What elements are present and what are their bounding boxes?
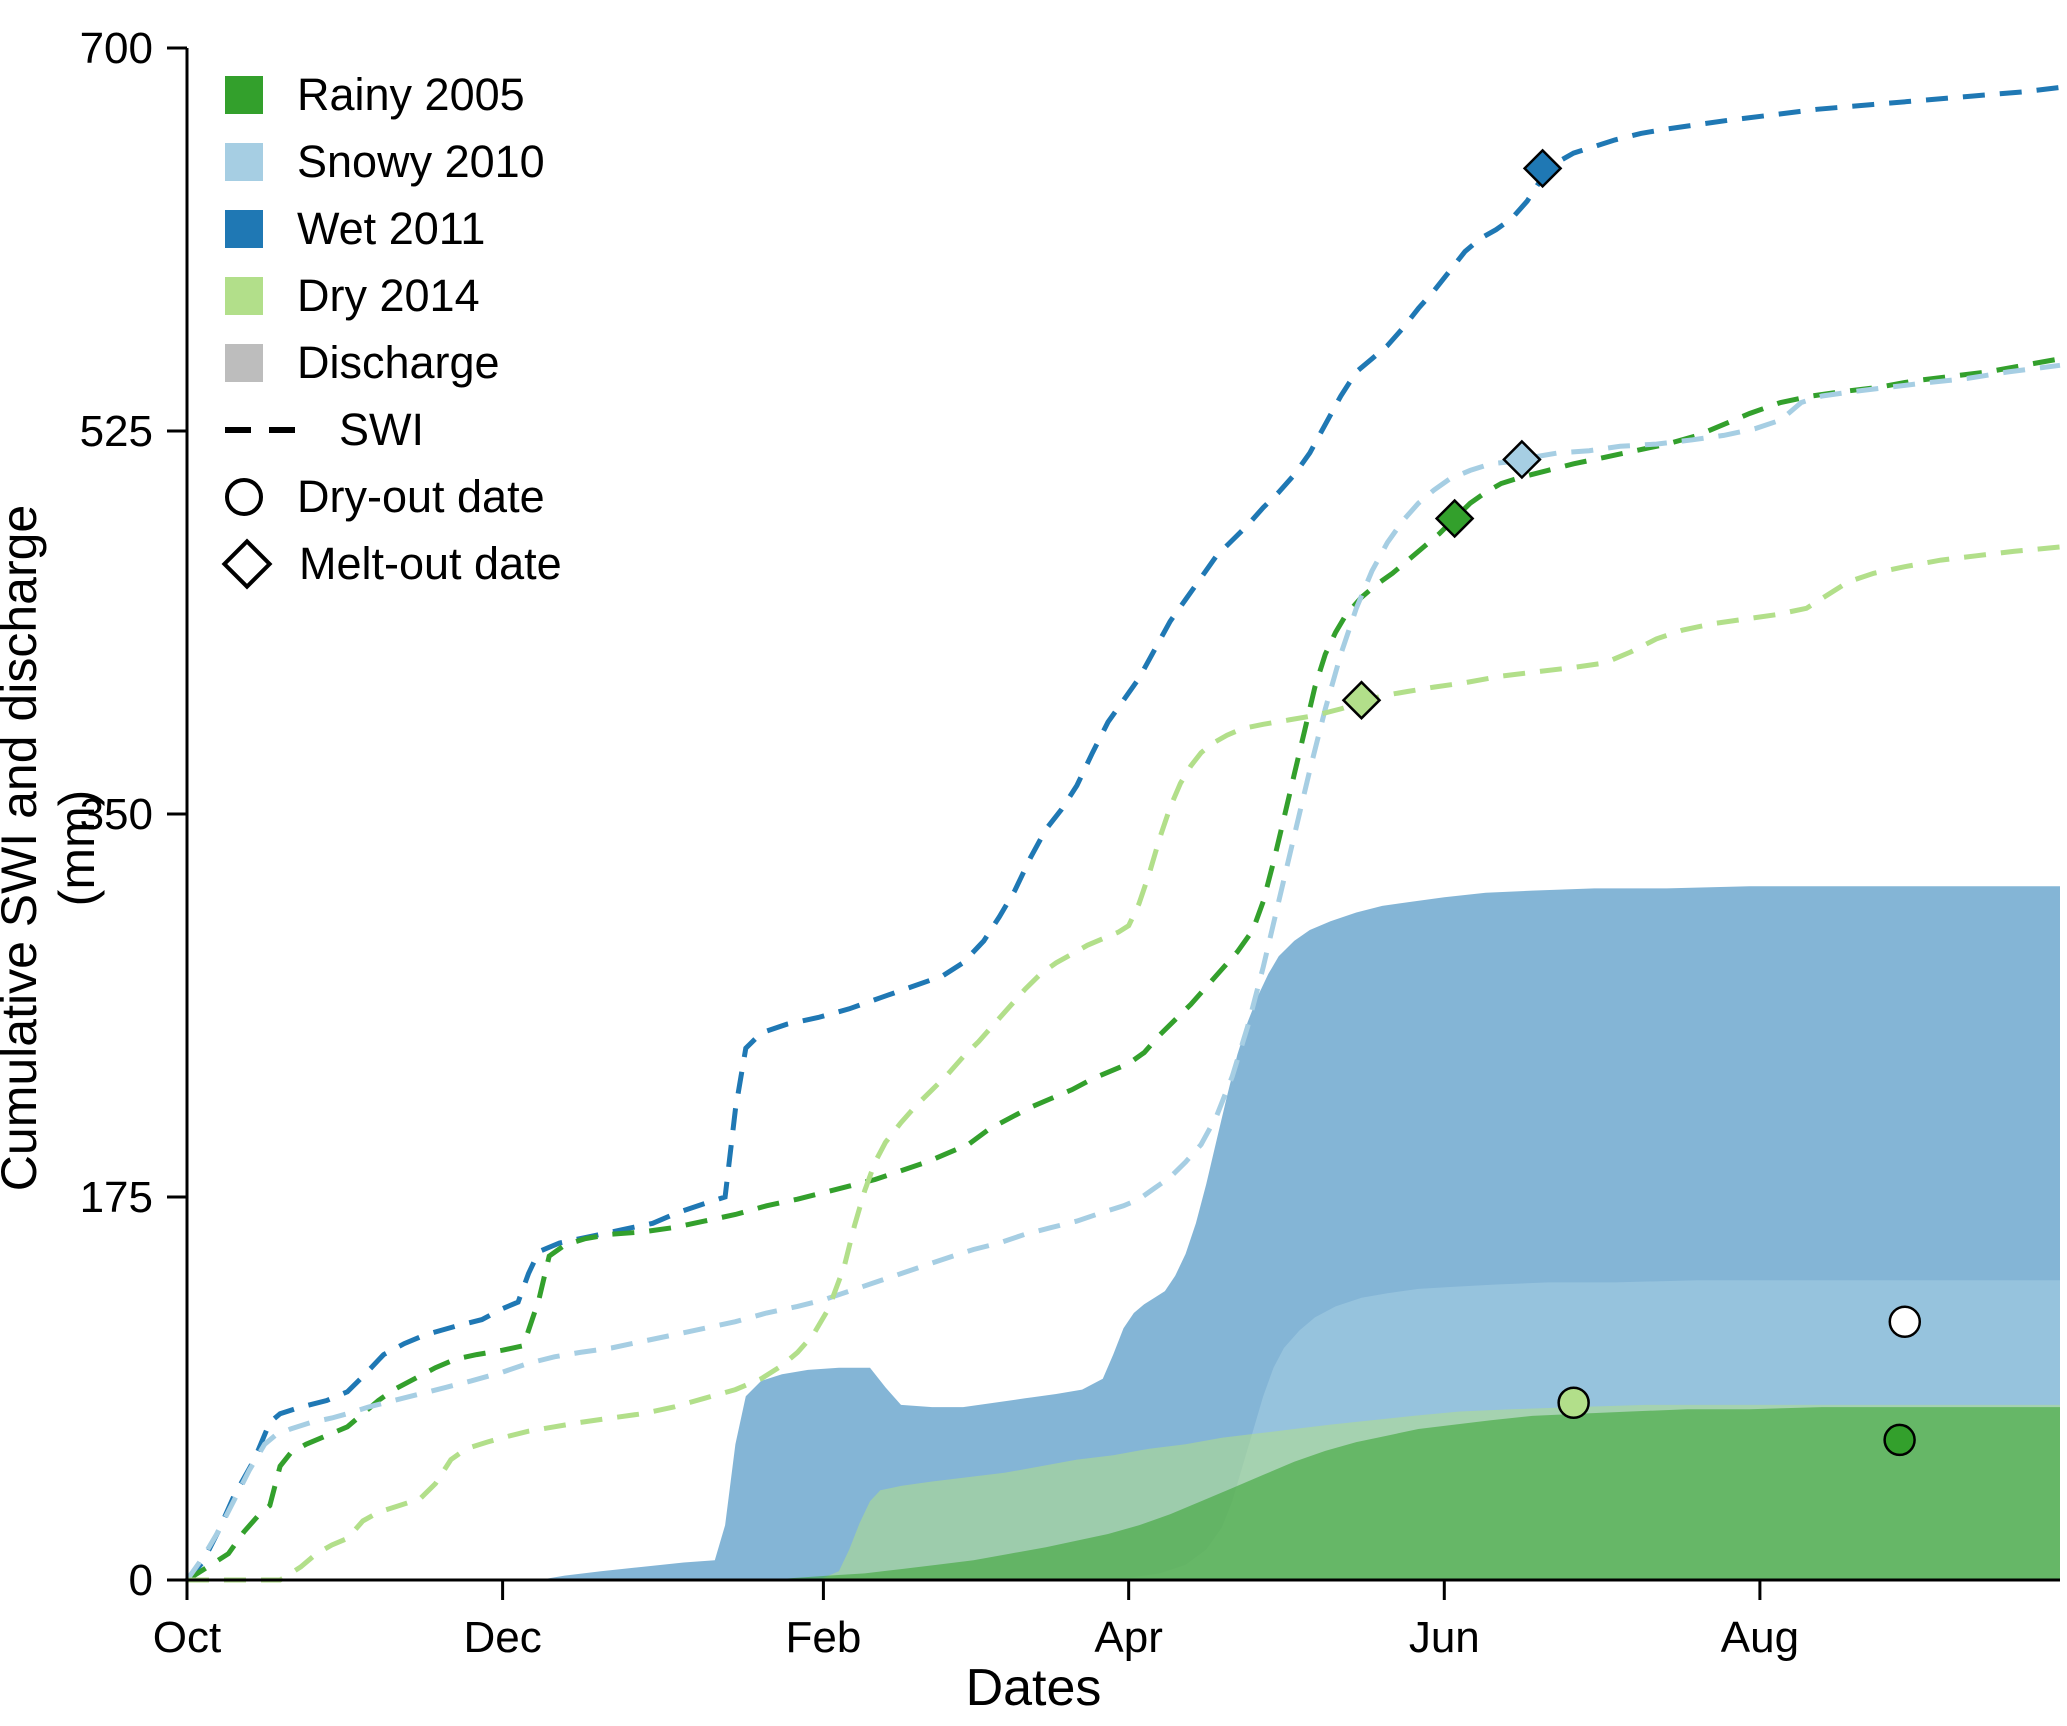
melt-out-diamond-icon (221, 538, 273, 590)
x-tick-label: Jun (1409, 1613, 1480, 1662)
legend-label: Melt-out date (299, 538, 562, 589)
legend-label: Dry 2014 (297, 270, 480, 321)
chart-legend: Rainy 2005 Snowy 2010 Wet 2011 Dry 2014 … (221, 69, 562, 590)
melt-out-marker-snowy-2010 (1502, 439, 1542, 480)
rainy-2005-swatch-icon (225, 76, 263, 114)
melt-out-marker-wet-2011 (1522, 148, 1563, 189)
x-tick-label: Feb (785, 1613, 861, 1662)
y-tick-label: 700 (80, 24, 153, 73)
x-tick-label: Aug (1721, 1613, 1799, 1662)
y-tick-label: 350 (80, 790, 153, 839)
legend-item-melt-out-date: Melt-out date (221, 538, 562, 590)
legend-item-dry-out-date: Dry-out date (225, 471, 562, 522)
swi-dashed-line-icon (225, 427, 305, 433)
legend-item-swi: SWI (225, 404, 562, 455)
legend-label: Discharge (297, 337, 500, 388)
discharge-swatch-icon (225, 344, 263, 382)
x-axis-label: Dates (965, 1659, 1102, 1717)
legend-label: Dry-out date (297, 471, 545, 522)
legend-label: Rainy 2005 (297, 69, 525, 120)
legend-label: Wet 2011 (297, 203, 486, 254)
y-tick-label: 525 (80, 407, 153, 456)
y-tick-label: 0 (129, 1556, 153, 1605)
x-tick-label: Oct (153, 1613, 221, 1662)
dry-out-marker-rainy-2005 (1883, 1423, 1916, 1457)
y-tick-label: 175 (80, 1173, 153, 1222)
snowy-2010-swatch-icon (225, 143, 263, 181)
melt-out-marker-dry-2014 (1341, 680, 1382, 720)
swi-line-dry-2014 (187, 544, 2061, 1583)
legend-item-wet-2011: Wet 2011 (225, 203, 562, 254)
x-tick-label: Apr (1094, 1613, 1162, 1662)
dry-out-marker-snowy-2010 (1888, 1305, 1922, 1338)
legend-label: Snowy 2010 (297, 136, 545, 187)
legend-label: SWI (339, 404, 424, 455)
legend-item-discharge: Discharge (225, 337, 562, 388)
dry-out-circle-icon (225, 478, 263, 516)
swi-line-snowy-2010 (184, 362, 2061, 1582)
x-tick-label: Dec (463, 1613, 541, 1662)
dry-out-marker-dry-2014 (1557, 1386, 1590, 1419)
melt-out-marker-rainy-2005 (1434, 498, 1475, 539)
legend-item-snowy-2010: Snowy 2010 (225, 136, 562, 187)
y-axis-label: Cumulative SWI and discharge (mm) (0, 504, 105, 1192)
legend-item-rainy-2005: Rainy 2005 (225, 69, 562, 120)
legend-item-dry-2014: Dry 2014 (225, 270, 562, 321)
dry-2014-swatch-icon (225, 277, 263, 315)
discharge-area-rainy-2005 (187, 1407, 2060, 1580)
swi-line-rainy-2005 (185, 356, 2061, 1583)
wet-2011-swatch-icon (225, 210, 263, 248)
